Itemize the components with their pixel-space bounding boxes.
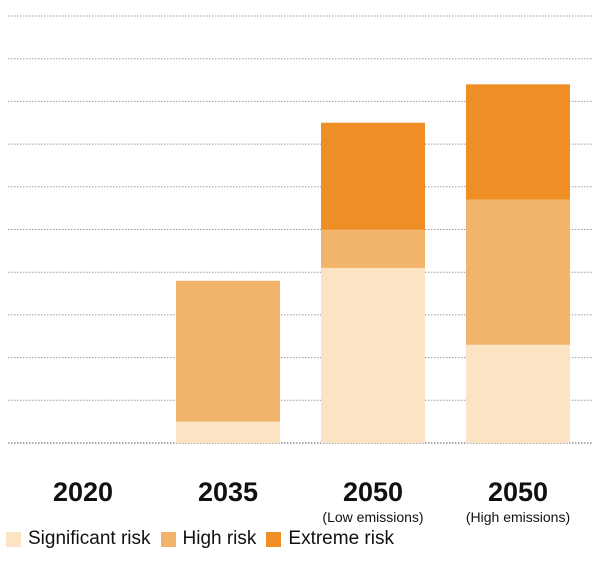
- legend: Significant risk High risk Extreme risk: [6, 528, 404, 550]
- x-tick-sublabel-2: (Low emissions): [322, 509, 423, 525]
- legend-item-significant-risk: Significant risk: [6, 528, 151, 550]
- x-tick-label-2: 2050: [343, 477, 403, 507]
- bar-segment-high-risk-3: [466, 199, 570, 345]
- legend-swatch-high-risk: [160, 531, 176, 547]
- gridlines: [8, 15, 592, 444]
- bar-segment-high-risk-1: [176, 280, 280, 422]
- bar-segment-extreme-risk-2: [321, 122, 425, 230]
- bar-segment-significant-risk-2: [321, 267, 425, 443]
- x-tick-label-1: 2035: [198, 477, 258, 507]
- bars: [176, 84, 570, 443]
- x-tick-label-0: 2020: [53, 477, 113, 507]
- legend-label-extreme-risk: Extreme risk: [288, 528, 394, 549]
- legend-item-extreme-risk: Extreme risk: [266, 528, 394, 550]
- x-axis-labels: 2020 2035 2050 (Low emissions) 2050 (High emi…: [53, 477, 570, 525]
- legend-swatch-extreme-risk: [266, 531, 282, 547]
- x-tick-label-3: 2050: [488, 477, 548, 507]
- bar-segment-extreme-risk-3: [466, 84, 570, 200]
- legend-label-high-risk: High risk: [182, 528, 257, 549]
- bar-segment-high-risk-2: [321, 229, 425, 268]
- bar-segment-significant-risk-1: [176, 421, 280, 443]
- bar-segment-significant-risk-3: [466, 344, 570, 443]
- legend-label-significant-risk: Significant risk: [28, 528, 151, 549]
- legend-swatch-significant-risk: [6, 531, 21, 547]
- x-tick-sublabel-3: (High emissions): [466, 509, 570, 525]
- legend-item-high-risk: High risk: [160, 528, 257, 550]
